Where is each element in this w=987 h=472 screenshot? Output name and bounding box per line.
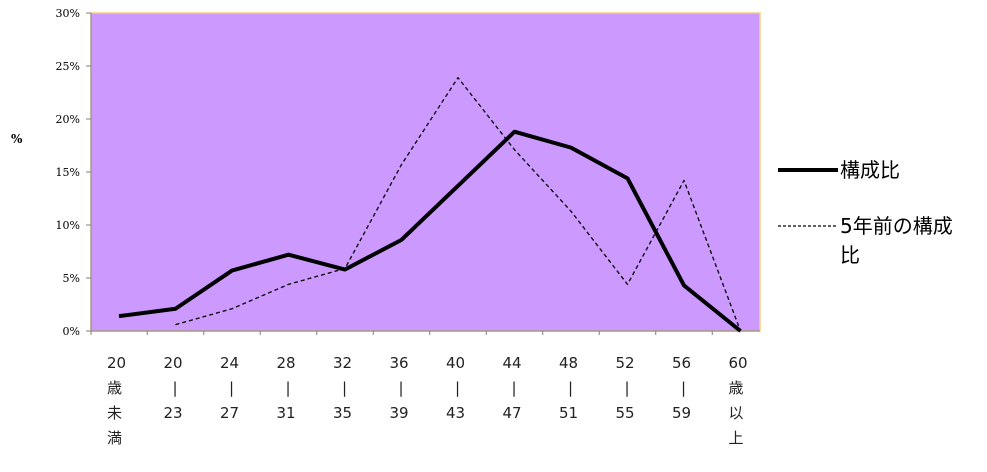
x-category-label: 32 | 35 — [333, 354, 352, 422]
series-line-ratio — [118, 129, 742, 333]
x-category-label: 52 | 55 — [616, 354, 635, 422]
x-category-label: 24 | 27 — [220, 354, 239, 422]
y-tick-label: 5% — [63, 272, 80, 285]
legend-label-ratio: 構成比 — [840, 158, 900, 182]
x-category-label: 20 歳未満 — [107, 354, 126, 447]
x-category-label: 36 | 39 — [390, 354, 409, 422]
y-tick-label: 0% — [63, 325, 80, 338]
x-category-label: 40 | 43 — [446, 354, 465, 422]
y-tick-label: 30% — [56, 7, 80, 20]
x-category-label: 60 歳以上 — [729, 354, 748, 447]
x-category-label: 28 | 31 — [277, 354, 296, 422]
x-category-label: 56 | 59 — [672, 354, 691, 422]
x-category-label: 48 | 51 — [559, 354, 578, 422]
y-tick-label: 25% — [56, 60, 80, 73]
series-line-ratio-5yr-ago — [175, 77, 742, 332]
y-axis-label: % — [11, 132, 23, 146]
plot-area — [90, 12, 761, 332]
x-category-label: 44 | 47 — [503, 354, 522, 422]
legend-label-ratio-5yr-ago: 5年前の構成比 — [840, 214, 953, 267]
y-tick-label: 15% — [56, 166, 80, 179]
x-category-label: 20 | 23 — [164, 354, 183, 422]
y-tick-label: 20% — [56, 113, 80, 126]
y-tick-label: 10% — [56, 219, 80, 232]
